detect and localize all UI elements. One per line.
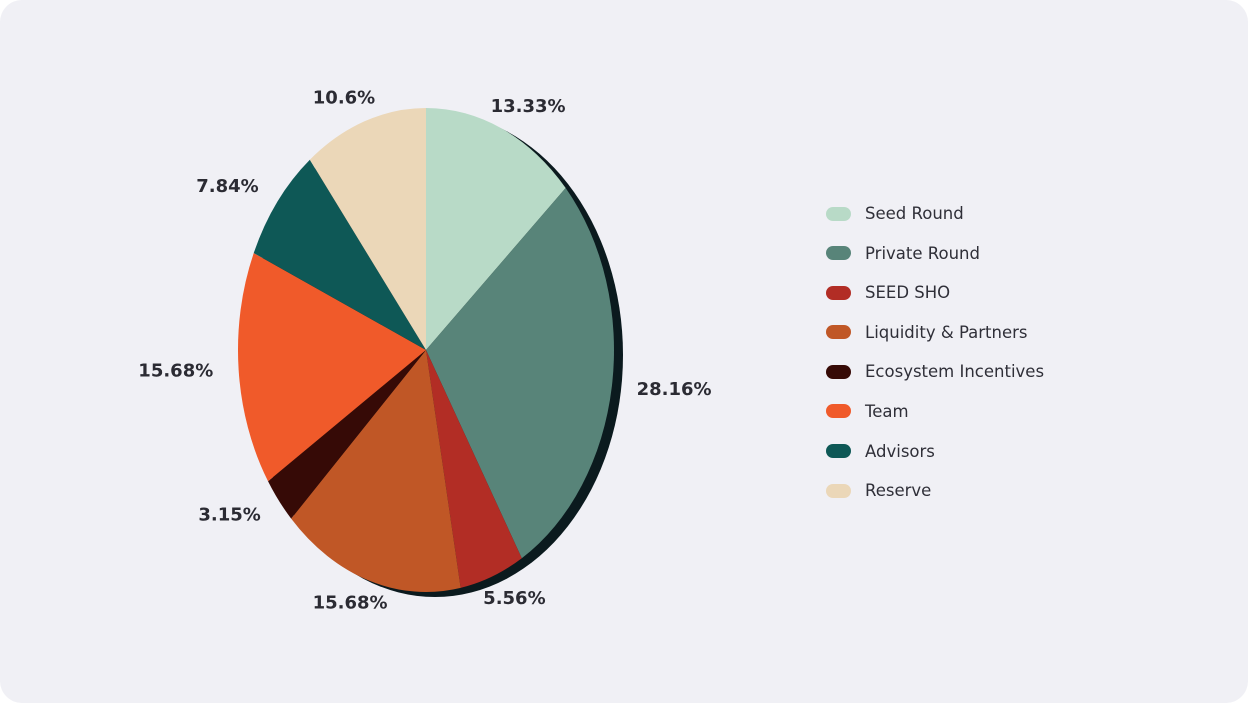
legend-item-ecosystem-incentives: Ecosystem Incentives [826,359,1044,384]
pie-slice-reserve [309,108,426,350]
legend-swatch [826,404,851,419]
pie-value-labels: 13.33% 28.16% 5.56% 15.68% 3.15% 15.68% 7.84% 1… [138,88,711,614]
pie-label-ecosystem-incentives: 3.15% [198,505,260,526]
legend-label: Reserve [865,481,932,501]
pie-slice-advisors [253,159,426,350]
legend-swatch [826,483,851,498]
legend-swatch [826,444,851,459]
pie-slice-liquidity-and-partners [291,350,461,592]
pie-label-seed-sho: 5.56% [483,588,545,609]
legend-swatch [826,206,851,221]
legend-label: SEED SHO [865,283,951,303]
legend-label: Team [865,401,909,421]
pie-slice-seed-sho [426,350,522,588]
pie-label-team: 15.68% [138,360,213,381]
legend-item-advisors: Advisors [826,439,1044,464]
pie-label-seed-round: 13.33% [491,96,566,117]
legend-label: Private Round [865,243,980,263]
pie-label-liquidity-and-partners: 15.68% [313,593,388,614]
pie-slice-team [237,253,426,482]
pie-label-advisors: 7.84% [196,176,258,197]
legend: Seed Round Private Round SEED SHO Liquidity… [826,201,1044,518]
legend-label: Advisors [865,441,935,461]
legend-swatch [826,325,851,340]
legend-item-reserve: Reserve [826,478,1044,503]
pie-slices [237,108,614,592]
legend-swatch [826,364,851,379]
legend-label: Liquidity & Partners [865,322,1028,342]
legend-item-private-round: Private Round [826,241,1044,266]
legend-item-seed-sho: SEED SHO [826,280,1044,305]
legend-item-team: Team [826,399,1044,424]
legend-swatch [826,246,851,261]
pie-slice-ecosystem-incentives [268,350,426,519]
pie-label-reserve: 10.6% [313,88,375,109]
pie-slice-seed-round [426,108,566,350]
legend-item-liquidity-and-partners: Liquidity & Partners [826,320,1044,345]
pie-slice-private-round [426,188,614,559]
legend-swatch [826,285,851,300]
pie-label-private-round: 28.16% [637,379,712,400]
legend-label: Seed Round [865,204,964,223]
legend-label: Ecosystem Incentives [865,362,1045,382]
legend-item-seed-round: Seed Round [826,201,1044,226]
